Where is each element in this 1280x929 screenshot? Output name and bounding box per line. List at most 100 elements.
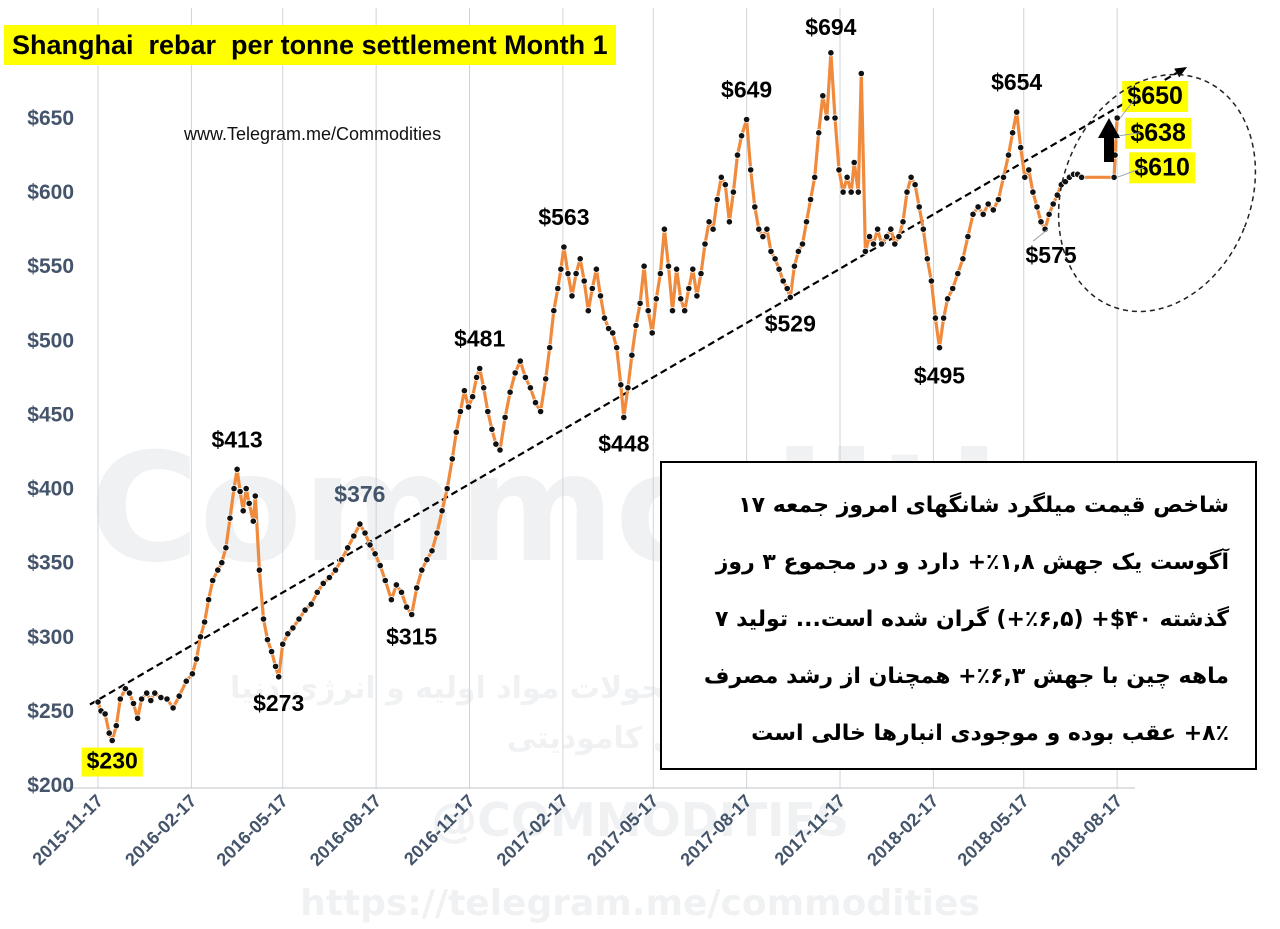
price-point (843, 173, 851, 181)
price-point (112, 722, 120, 730)
price-point (931, 314, 940, 322)
price-point (877, 240, 886, 248)
price-point (496, 446, 504, 454)
price-point (815, 129, 823, 137)
price-point (418, 566, 426, 574)
price-point (456, 407, 464, 416)
price-point (381, 576, 389, 585)
price-point (624, 384, 632, 392)
y-tick-label: $550 (27, 255, 74, 278)
price-point (344, 544, 352, 552)
price-point (448, 455, 456, 463)
price-point (911, 181, 919, 189)
price-point (939, 314, 948, 322)
price-point (705, 218, 713, 226)
price-point (151, 689, 159, 697)
price-annotations: $230 $413 $273 $376 $315 $481 $563 $448 $649 $529… (81, 14, 1196, 777)
price-point (492, 440, 500, 448)
price-point (521, 373, 530, 381)
price-point (138, 695, 146, 703)
highlight-ellipse (1057, 73, 1257, 313)
price-point (1033, 203, 1041, 211)
y-tick-label: $500 (27, 329, 74, 352)
x-tick-label: 2018-02-17 (863, 791, 942, 870)
price-point (737, 132, 746, 140)
price-point (640, 262, 648, 270)
price-point (835, 166, 843, 174)
price-point (501, 413, 509, 421)
price-point (1004, 151, 1013, 159)
price-point (413, 584, 421, 592)
price-point (313, 588, 321, 596)
price-point (271, 662, 280, 671)
price-point (613, 344, 621, 352)
price-point (677, 295, 685, 303)
price-point (609, 329, 617, 337)
price-point (721, 181, 729, 189)
price-annotation: $654 (991, 69, 1042, 95)
price-point (628, 351, 636, 359)
price-point (387, 596, 395, 604)
price-point (790, 262, 799, 270)
price-point (954, 269, 962, 278)
price-point (488, 425, 496, 433)
watermark-url: https://telegram.me/commodities (300, 883, 980, 924)
price-point (693, 292, 701, 300)
price-point (811, 173, 819, 181)
price-point (984, 200, 992, 208)
x-tick-label: 2018-08-17 (1047, 791, 1126, 870)
price-point (596, 292, 605, 300)
price-point (664, 262, 673, 270)
price-point (827, 49, 835, 57)
y-tick-label: $400 (27, 478, 74, 501)
price-point (672, 265, 681, 273)
price-annotation: $376 (334, 481, 385, 507)
price-point (452, 428, 460, 436)
price-point (550, 307, 558, 315)
price-point (839, 188, 847, 196)
price-point (823, 114, 831, 122)
price-point (802, 218, 811, 226)
price-point (592, 265, 601, 273)
price-point (604, 324, 613, 333)
price-annotation: $575 (1025, 242, 1076, 268)
price-point (108, 736, 116, 745)
price-point (201, 618, 209, 626)
price-point (134, 714, 142, 722)
price-point (751, 203, 759, 211)
price-point (767, 247, 775, 255)
commentary-box: شاخص قیمت میلگرد شانگهای امروز جمعه ۱۷ آ… (660, 461, 1257, 770)
price-annotation: $413 (211, 426, 262, 452)
price-point (668, 307, 677, 315)
price-point (873, 225, 882, 233)
price-point (233, 465, 241, 473)
price-point (1037, 218, 1045, 226)
price-point (307, 600, 315, 608)
y-tick-label: $200 (27, 774, 74, 797)
price-point (576, 255, 584, 263)
price-point (125, 689, 134, 697)
source-link[interactable]: www.Telegram.me/Commodities (184, 124, 442, 144)
price-point (242, 484, 250, 493)
annotation-highlight (1122, 81, 1189, 112)
y-tick-label: $450 (27, 403, 74, 426)
x-tick-label: 2018-05-17 (954, 791, 1033, 870)
price-point (121, 685, 130, 693)
price-annotation: $495 (914, 363, 965, 389)
price-point (245, 499, 253, 507)
x-tick-label: 2016-05-17 (213, 791, 292, 870)
price-point (831, 114, 839, 122)
annotation-leader (1032, 228, 1049, 242)
price-point (798, 240, 807, 248)
price-point (460, 387, 468, 395)
price-point (230, 484, 238, 493)
price-point (994, 195, 1003, 204)
price-point (729, 188, 738, 196)
price-point (648, 329, 656, 337)
price-point (685, 284, 693, 293)
price-point (259, 615, 268, 623)
price-point (660, 225, 669, 233)
commentary-line-1: شاخص قیمت میلگرد شانگهای امروز جمعه ۱۷ (738, 493, 1229, 518)
price-point (709, 225, 717, 233)
price-point (526, 384, 535, 392)
